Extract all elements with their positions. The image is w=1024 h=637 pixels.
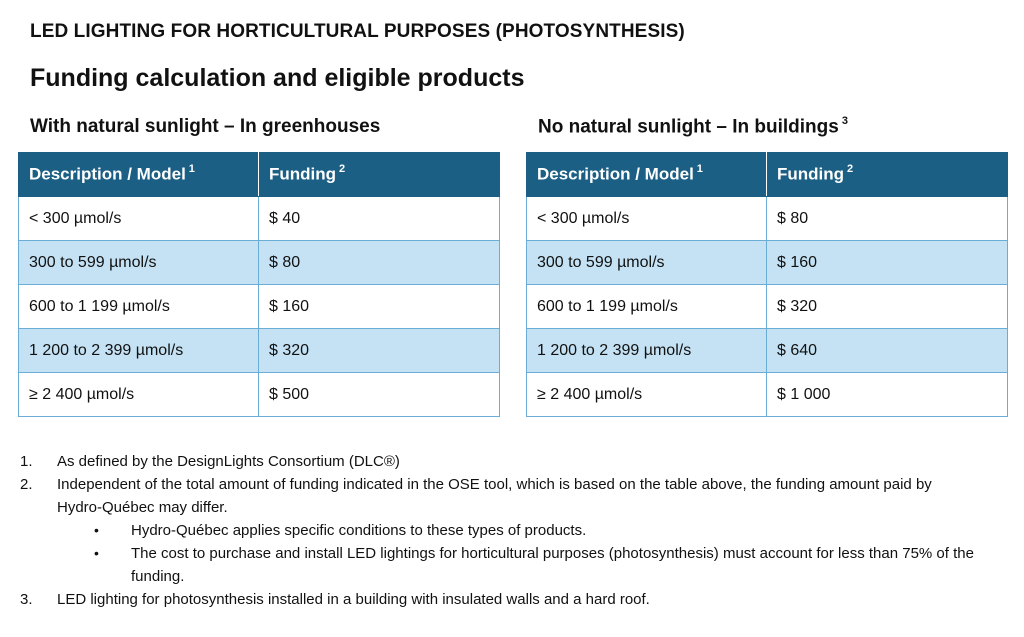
table-row: < 300 µmol/s $ 80 [526,196,1008,241]
description-cell: < 300 µmol/s [526,196,767,241]
footnote-2: 2. Independent of the total amount of fu… [20,473,980,519]
funding-cell: $ 640 [766,328,1008,373]
footnote-text: As defined by the DesignLights Consortiu… [57,453,400,470]
footnote-ref: 1 [188,163,195,176]
bullet-text: The cost to purchase and install LED lig… [131,545,974,585]
funding-cell: $ 80 [258,240,500,285]
description-cell: 600 to 1 199 µmol/s [18,284,259,329]
footnote-number: 1. [20,453,33,470]
funding-cell: $ 80 [766,196,1008,241]
table-row: ≥ 2 400 µmol/s $ 1 000 [526,372,1008,417]
funding-cell: $ 320 [258,328,500,373]
column-header-label: Description / Model [29,164,186,184]
column-header-label: Funding [269,164,337,184]
description-cell: 300 to 599 µmol/s [526,240,767,285]
bullet-text: Hydro-Québec applies specific conditions… [131,522,587,539]
table-header-row: Description / Model 1 Funding 2 [526,152,1008,197]
funding-cell: $ 320 [766,284,1008,329]
footnote-ref: 1 [696,163,703,176]
section-title-text: With natural sunlight – In greenhouses [30,116,381,137]
footnote-bullet: • The cost to purchase and install LED l… [20,542,980,588]
footnote-number: 3. [20,591,33,608]
footnote-3: 3. LED lighting for photosynthesis insta… [20,588,980,611]
table-row: ≥ 2 400 µmol/s $ 500 [18,372,500,417]
funding-table-buildings: Description / Model 1 Funding 2 < 300 µmol… [526,152,1008,417]
table-row: 300 to 599 µmol/s $ 160 [526,240,1008,285]
description-cell: ≥ 2 400 µmol/s [526,372,767,417]
footnote-number: 2. [20,476,33,493]
table-row: < 300 µmol/s $ 40 [18,196,500,241]
column-header-label: Description / Model [537,164,694,184]
footnote-ref: 3 [841,115,848,127]
table-row: 600 to 1 199 µmol/s $ 320 [526,284,1008,329]
description-cell: 600 to 1 199 µmol/s [526,284,767,329]
column-header-description: Description / Model 1 [18,152,259,197]
section-title-text: No natural sunlight – In buildings [538,116,839,138]
footnote-text: LED lighting for photosynthesis installe… [57,591,650,608]
bullet-icon: • [94,522,99,538]
document-title: LED LIGHTING FOR HORTICULTURAL PURPOSES … [30,21,685,42]
footnotes: 1. As defined by the DesignLights Consor… [20,450,980,611]
description-cell: ≥ 2 400 µmol/s [18,372,259,417]
footnote-bullet: • Hydro-Québec applies specific conditio… [20,519,980,542]
funding-cell: $ 160 [258,284,500,329]
table-row: 1 200 to 2 399 µmol/s $ 320 [18,328,500,373]
column-header-description: Description / Model 1 [526,152,767,197]
funding-cell: $ 1 000 [766,372,1008,417]
column-header-funding: Funding 2 [258,152,500,197]
table-row: 300 to 599 µmol/s $ 80 [18,240,500,285]
funding-table-greenhouses: Description / Model 1 Funding 2 < 300 µmol… [18,152,500,417]
description-cell: 1 200 to 2 399 µmol/s [18,328,259,373]
funding-cell: $ 160 [766,240,1008,285]
section-title-greenhouses: With natural sunlight – In greenhouses [30,116,380,138]
description-cell: 300 to 599 µmol/s [18,240,259,285]
document-subtitle: Funding calculation and eligible product… [30,64,525,92]
section-title-buildings: No natural sunlight – In buildings 3 [538,115,848,138]
bullet-icon: • [94,545,99,561]
description-cell: 1 200 to 2 399 µmol/s [526,328,767,373]
funding-cell: $ 500 [258,372,500,417]
column-header-label: Funding [777,164,845,184]
footnote-1: 1. As defined by the DesignLights Consor… [20,450,980,473]
description-cell: < 300 µmol/s [18,196,259,241]
footnote-ref: 2 [339,163,346,176]
footnote-ref: 2 [847,163,854,176]
table-row: 600 to 1 199 µmol/s $ 160 [18,284,500,329]
funding-cell: $ 40 [258,196,500,241]
footnote-text: Independent of the total amount of fundi… [57,476,932,516]
table-row: 1 200 to 2 399 µmol/s $ 640 [526,328,1008,373]
column-header-funding: Funding 2 [766,152,1008,197]
table-header-row: Description / Model 1 Funding 2 [18,152,500,197]
